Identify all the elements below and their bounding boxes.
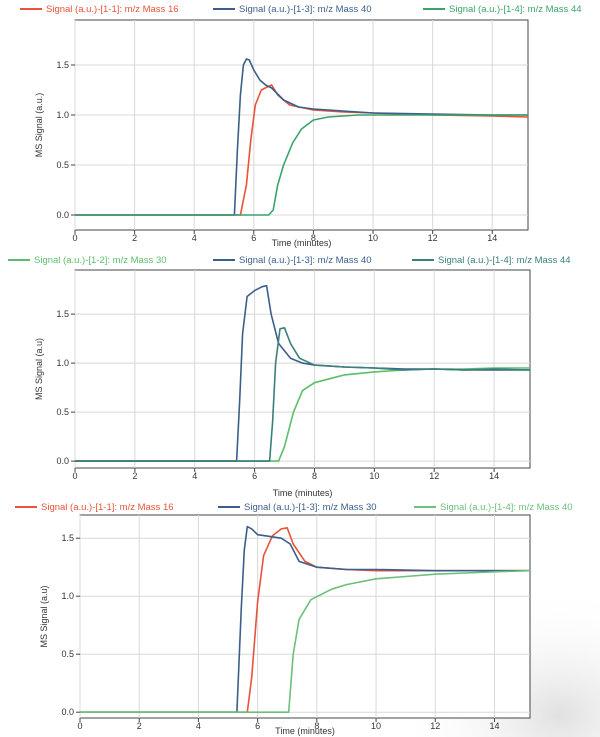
legend-entry-3: Signal (a.u.)-[1-4]: m/z Mass 44 — [412, 255, 571, 266]
x-tick-label: 6 — [255, 721, 260, 731]
series-line-2 — [75, 58, 528, 216]
legend-label: Signal (a.u.)-[1-3]: m/z Mass 40 — [239, 4, 372, 15]
y-axis-label: MS Signal (a.u.) — [34, 93, 44, 158]
y-tick-label: 1.5 — [56, 309, 69, 319]
x-tick-label: 2 — [132, 471, 137, 481]
series-line-2 — [80, 525, 530, 713]
legend-label: Signal (a.u.)-[1-4]: m/z Mass 40 — [440, 502, 573, 513]
series-group — [80, 525, 530, 713]
legend-label: Signal (a.u.)-[1-3]: m/z Mass 40 — [239, 255, 372, 266]
legend-entry-2: Signal (a.u.)-[1-3]: m/z Mass 30 — [218, 502, 377, 513]
legend-entry-3: Signal (a.u.)-[1-4]: m/z Mass 44 — [423, 4, 582, 15]
x-axis-label: Time (minutes) — [275, 726, 335, 736]
x-tick-label: 2 — [132, 233, 137, 243]
x-tick-label: 6 — [251, 233, 256, 243]
x-tick-label: 6 — [252, 471, 257, 481]
series-line-3 — [80, 569, 530, 713]
series-group — [75, 284, 530, 462]
chart-middle: 0 2 4 6 8 10 12 14 0.0 0.5 1.0 1.5 Time (minutes) MS … — [8, 255, 571, 498]
y-tick-label: 0.5 — [56, 160, 69, 170]
legend-label: Signal (a.u.)-[1-1]: m/z Mass 16 — [41, 502, 174, 513]
y-tick-label: 0.5 — [61, 649, 74, 659]
legend-label: Signal (a.u.)-[1-3]: m/z Mass 30 — [244, 502, 377, 513]
y-tick-label: 0.0 — [56, 210, 69, 220]
x-tick-label: 0 — [72, 233, 77, 243]
legend-entry-2: Signal (a.u.)-[1-3]: m/z Mass 40 — [213, 4, 372, 15]
chart-bottom: 0 2 4 6 8 10 12 14 0.0 0.5 1.0 1.5 Time (minutes) MS … — [15, 502, 573, 736]
legend-entry-2: Signal (a.u.)-[1-3]: m/z Mass 40 — [213, 255, 372, 266]
chart-top: 0 2 4 6 8 10 12 14 0.0 0.5 1.0 1.5 Time (minutes) MS … — [20, 4, 582, 248]
x-tick-label: 14 — [487, 233, 497, 243]
x-tick-label: 4 — [192, 233, 197, 243]
x-tick-label: 12 — [430, 721, 440, 731]
x-tick-label: 0 — [72, 471, 77, 481]
legend-label: Signal (a.u.)-[1-4]: m/z Mass 44 — [438, 255, 571, 266]
y-tick-label: 0.0 — [61, 707, 74, 717]
y-tick-label: 1.0 — [61, 591, 74, 601]
series-line-1 — [75, 367, 530, 462]
x-tick-label: 10 — [369, 471, 379, 481]
x-tick-label: 10 — [371, 721, 381, 731]
x-tick-label: 4 — [196, 721, 201, 731]
x-tick-label: 8 — [314, 721, 319, 731]
legend-label: Signal (a.u.)-[1-1]: m/z Mass 16 — [46, 4, 179, 15]
legend-entry-1: Signal (a.u.)-[1-2]: m/z Mass 30 — [8, 255, 167, 266]
x-tick-label: 0 — [77, 721, 82, 731]
plot-area — [74, 19, 529, 231]
series-group — [75, 58, 528, 216]
series-line-3 — [75, 114, 528, 216]
x-tick-label: 8 — [311, 233, 316, 243]
y-tick-label: 1.5 — [61, 533, 74, 543]
x-tick-label: 8 — [312, 471, 317, 481]
grid — [79, 515, 530, 718]
legend-label: Signal (a.u.)-[1-4]: m/z Mass 44 — [449, 4, 582, 15]
chart-panel-top: 0 2 4 6 8 10 12 14 0.0 0.5 1.0 1.5 Time (minutes) MS … — [0, 0, 600, 248]
y-tick-label: 0.0 — [56, 456, 69, 466]
plot-area — [79, 514, 531, 719]
x-axis-label: Time (minutes) — [272, 238, 332, 248]
x-tick-label: 4 — [192, 471, 197, 481]
series-line-3 — [75, 327, 530, 462]
y-tick-label: 1.0 — [56, 358, 69, 368]
x-tick-label: 12 — [429, 471, 439, 481]
y-axis-label: MS Signal (a.u) — [34, 338, 44, 400]
legend-entry-3: Signal (a.u.)-[1-4]: m/z Mass 40 — [414, 502, 573, 513]
x-tick-label: 12 — [428, 233, 438, 243]
chart-panel-middle: 0 2 4 6 8 10 12 14 0.0 0.5 1.0 1.5 Time (minutes) MS … — [0, 250, 600, 498]
x-axis-label: Time (minutes) — [273, 488, 333, 498]
legend-entry-1: Signal (a.u.)-[1-1]: m/z Mass 16 — [15, 502, 174, 513]
y-axis-label: MS Signal (a.u) — [39, 585, 49, 647]
x-tick-label: 14 — [489, 721, 499, 731]
legend-label: Signal (a.u.)-[1-2]: m/z Mass 30 — [34, 255, 167, 266]
x-tick-label: 2 — [137, 721, 142, 731]
y-tick-label: 1.5 — [56, 60, 69, 70]
x-tick-label: 14 — [489, 471, 499, 481]
y-tick-label: 1.0 — [56, 110, 69, 120]
legend-entry-1: Signal (a.u.)-[1-1]: m/z Mass 16 — [20, 4, 179, 15]
y-tick-label: 0.5 — [56, 407, 69, 417]
chart-panel-bottom: 0 2 4 6 8 10 12 14 0.0 0.5 1.0 1.5 Time (minutes) MS … — [0, 497, 600, 737]
x-tick-label: 10 — [368, 233, 378, 243]
